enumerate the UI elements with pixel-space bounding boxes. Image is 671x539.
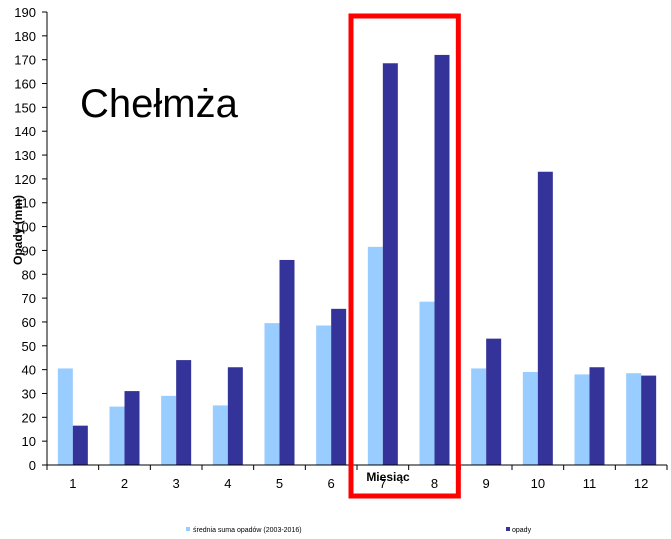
x-tick-label: 3 xyxy=(173,476,180,491)
bars-group xyxy=(57,54,657,465)
x-tick-label: 5 xyxy=(276,476,283,491)
x-ticks-group: 1 2 3 4 5 6 7 8 9 10 11 12 xyxy=(46,465,668,491)
bar-average-3 xyxy=(161,395,177,465)
axes-group xyxy=(46,12,667,466)
x-tick-label: 4 xyxy=(224,476,231,491)
bar-average-4 xyxy=(212,405,228,465)
bar-precipitation-5 xyxy=(279,259,295,465)
bar-precipitation-11 xyxy=(589,367,605,465)
y-axis-title: Opady (mm) xyxy=(11,195,25,265)
x-tick-label: 2 xyxy=(121,476,128,491)
legend-item-average: średnia suma opadów (2003-2016) xyxy=(186,527,302,534)
x-tick-label: 8 xyxy=(431,476,438,491)
x-tick-label: 1 xyxy=(69,476,76,491)
y-tick-label: 30 xyxy=(22,386,36,401)
bar-precipitation-12 xyxy=(641,375,657,465)
bar-average-2 xyxy=(109,406,125,465)
legend-label-average: średnia suma opadów (2003-2016) xyxy=(193,527,302,534)
bar-average-8 xyxy=(419,301,435,465)
bar-average-12 xyxy=(626,373,642,465)
y-tick-label: 150 xyxy=(14,100,36,115)
x-tick-label: 7 xyxy=(379,476,386,491)
y-ticks-group: 0 10 20 30 40 50 60 70 80 90 100 110 120 130 140 150 160… xyxy=(14,5,47,473)
bar-precipitation-8 xyxy=(434,54,450,465)
bar-precipitation-4 xyxy=(227,367,243,465)
x-axis-title: Miesiąc xyxy=(366,470,410,484)
legend-swatch-precipitation xyxy=(506,527,510,531)
bar-average-6 xyxy=(316,325,332,465)
legend-label-precipitation: opady xyxy=(512,527,532,534)
legend-swatch-average xyxy=(186,527,190,531)
y-tick-label: 130 xyxy=(14,148,36,163)
y-tick-label: 0 xyxy=(29,458,36,473)
station-name-annotation: Chełmża xyxy=(80,82,239,126)
y-tick-label: 170 xyxy=(14,53,36,68)
x-tick-label: 10 xyxy=(531,476,545,491)
bar-average-9 xyxy=(471,368,487,465)
bar-precipitation-1 xyxy=(72,425,88,465)
x-tick-label: 12 xyxy=(634,476,648,491)
bar-precipitation-3 xyxy=(176,360,192,465)
legend-item-precipitation: opady xyxy=(506,527,532,534)
y-tick-label: 140 xyxy=(14,124,36,139)
y-tick-label: 180 xyxy=(14,29,36,44)
bar-average-10 xyxy=(522,372,538,465)
y-tick-label: 90 xyxy=(22,243,36,258)
y-tick-label: 190 xyxy=(14,5,36,20)
y-tick-label: 80 xyxy=(22,267,36,282)
y-tick-label: 10 xyxy=(22,434,36,449)
y-tick-label: 40 xyxy=(22,363,36,378)
legend: średnia suma opadów (2003-2016) opady xyxy=(186,527,532,534)
bar-average-11 xyxy=(574,374,590,465)
bar-average-7 xyxy=(367,246,383,465)
bar-average-1 xyxy=(57,368,73,465)
bar-precipitation-9 xyxy=(486,338,502,465)
y-tick-label: 110 xyxy=(15,196,36,211)
y-tick-label: 50 xyxy=(22,339,36,354)
y-tick-label: 100 xyxy=(14,220,36,235)
y-tick-label: 60 xyxy=(22,315,36,330)
x-tick-label: 11 xyxy=(583,476,597,491)
y-tick-label: 160 xyxy=(14,77,36,92)
x-tick-label: 6 xyxy=(328,476,335,491)
bar-precipitation-10 xyxy=(537,171,553,465)
bar-precipitation-6 xyxy=(331,308,347,465)
bar-precipitation-7 xyxy=(382,63,398,465)
x-tick-label: 9 xyxy=(483,476,490,491)
y-tick-label: 70 xyxy=(22,291,36,306)
bar-precipitation-2 xyxy=(124,391,140,465)
bar-average-5 xyxy=(264,323,280,465)
highlight-box xyxy=(348,13,461,499)
y-tick-label: 120 xyxy=(14,172,36,187)
y-tick-label: 20 xyxy=(22,410,36,425)
